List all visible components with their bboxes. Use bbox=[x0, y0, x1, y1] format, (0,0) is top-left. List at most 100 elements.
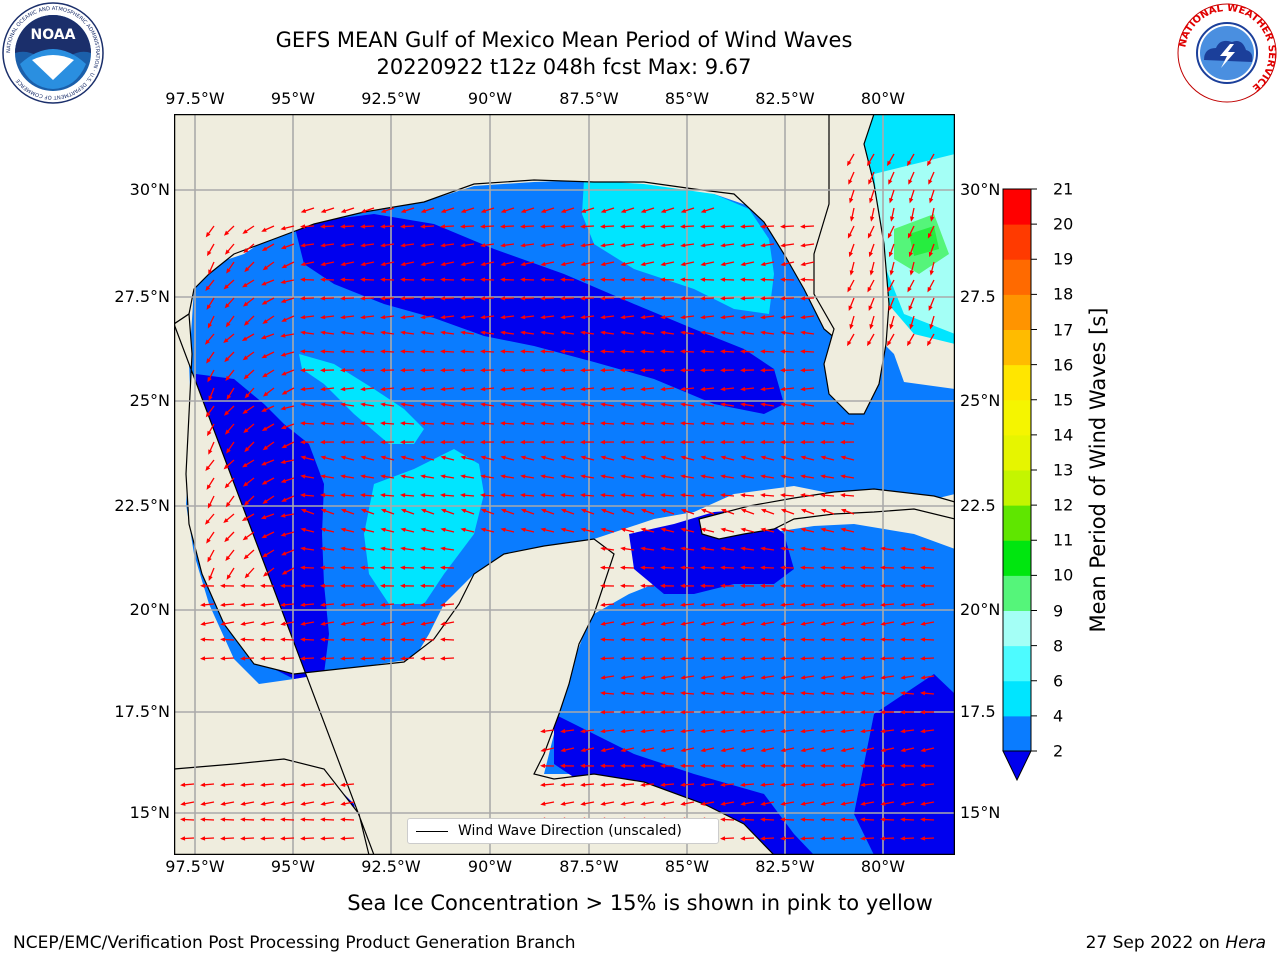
wave-direction-arrowhead bbox=[500, 421, 506, 426]
wave-direction-arrowhead bbox=[420, 277, 426, 282]
wave-direction-arrowhead bbox=[740, 763, 746, 769]
wave-direction-arrowhead bbox=[780, 439, 786, 445]
wave-direction-arrowhead bbox=[880, 817, 886, 822]
wave-direction-arrowhead bbox=[680, 261, 686, 267]
colorbar-segment bbox=[1003, 364, 1031, 401]
wave-direction-arrowhead bbox=[888, 251, 893, 258]
wave-direction-arrowhead bbox=[205, 519, 210, 525]
wave-direction-arrowhead bbox=[740, 368, 746, 373]
footer-credit: NCEP/EMC/Verification Post Processing Pr… bbox=[13, 933, 576, 953]
wave-direction-arrowhead bbox=[700, 763, 706, 769]
wave-direction-arrowhead bbox=[600, 728, 606, 734]
wave-direction-arrowhead bbox=[847, 160, 852, 167]
wave-direction-arrowhead bbox=[720, 656, 726, 661]
lon-tick-label: 80°W bbox=[860, 89, 906, 108]
wave-direction-arrowhead bbox=[907, 286, 912, 293]
colorbar-segment bbox=[1003, 434, 1031, 471]
wave-direction-arrowhead bbox=[760, 817, 766, 822]
wave-direction-arrowhead bbox=[740, 621, 746, 626]
wave-direction-arrowhead bbox=[223, 230, 230, 236]
wave-direction-arrowhead bbox=[580, 527, 586, 532]
wave-direction-arrowhead bbox=[640, 546, 646, 551]
wave-direction-arrowhead bbox=[360, 583, 366, 589]
wave-direction-arrowhead bbox=[640, 208, 647, 213]
wave-direction-arrowhead bbox=[640, 421, 646, 426]
wave-direction-arrowhead bbox=[860, 728, 866, 734]
wave-direction-arrowhead bbox=[840, 675, 846, 680]
wave-direction-arrowhead bbox=[700, 546, 706, 551]
wave-direction-arrowhead bbox=[700, 386, 706, 392]
wave-direction-arrowhead bbox=[380, 508, 387, 513]
wave-direction-arrowhead bbox=[840, 763, 846, 769]
wave-direction-arrowhead bbox=[820, 621, 826, 626]
wave-direction-arrowhead bbox=[720, 349, 726, 354]
wave-direction-arrowhead bbox=[920, 656, 926, 661]
wave-direction-arrowhead bbox=[500, 386, 506, 392]
wave-direction-arrowhead bbox=[780, 421, 786, 426]
wave-direction-arrowhead bbox=[780, 455, 786, 460]
wave-direction-arrowhead bbox=[720, 224, 726, 229]
wave-direction-arrowhead bbox=[760, 691, 766, 696]
wave-direction-arrowhead bbox=[780, 314, 786, 320]
wave-direction-arrowhead bbox=[740, 565, 746, 570]
wave-direction-arrowhead bbox=[340, 296, 346, 301]
colorbar-segment bbox=[1003, 224, 1031, 260]
wave-direction-arrowhead bbox=[760, 421, 766, 426]
wave-direction-arrowhead bbox=[320, 546, 326, 551]
wave-direction-arrowhead bbox=[800, 747, 806, 753]
wave-direction-arrowhead bbox=[300, 386, 306, 392]
wave-direction-arrowhead bbox=[640, 656, 646, 661]
wave-direction-arrowhead bbox=[800, 243, 806, 248]
wave-direction-arrowhead bbox=[240, 583, 246, 589]
wave-direction-arrowhead bbox=[242, 355, 249, 361]
wave-direction-arrowhead bbox=[900, 817, 906, 822]
wave-direction-arrowhead bbox=[740, 386, 746, 392]
wave-direction-arrowhead bbox=[207, 250, 212, 257]
wave-direction-arrowhead bbox=[300, 602, 306, 607]
wave-direction-arrowhead bbox=[927, 233, 933, 239]
wave-direction-arrowhead bbox=[460, 330, 466, 335]
wave-direction-arrowhead bbox=[680, 546, 686, 551]
wave-direction-arrowhead bbox=[300, 368, 306, 373]
wave-direction-arrowhead bbox=[600, 368, 606, 373]
wave-direction-arrowhead bbox=[600, 402, 606, 407]
wave-direction-arrowhead bbox=[900, 637, 906, 642]
wave-direction-arrowhead bbox=[600, 709, 606, 715]
wave-direction-arrowhead bbox=[480, 296, 486, 301]
wave-direction-arrowhead bbox=[300, 656, 306, 661]
wave-direction-arrowhead bbox=[720, 527, 726, 532]
wave-direction-arrowhead bbox=[241, 336, 248, 341]
wave-direction-arrowhead bbox=[620, 261, 626, 267]
wave-direction-arrowhead bbox=[660, 368, 666, 373]
wave-direction-arrowhead bbox=[208, 449, 213, 455]
wave-direction-arrowhead bbox=[223, 410, 230, 416]
wave-direction-arrowhead bbox=[860, 782, 866, 787]
wave-direction-arrowhead bbox=[380, 208, 387, 213]
wave-direction-arrowhead bbox=[220, 583, 226, 589]
wave-direction-arrowhead bbox=[480, 208, 487, 213]
wave-direction-arrowhead bbox=[800, 656, 806, 661]
wave-direction-arrowhead bbox=[660, 801, 666, 806]
wave-direction-arrowhead bbox=[740, 314, 746, 320]
wave-direction-arrowhead bbox=[780, 747, 786, 753]
wave-direction-arrowhead bbox=[440, 421, 446, 426]
wave-direction-arrowhead bbox=[640, 349, 646, 354]
wave-direction-arrowhead bbox=[847, 233, 853, 239]
wave-direction-arrowhead bbox=[400, 296, 406, 301]
wave-direction-arrowhead bbox=[480, 402, 486, 407]
svg-text:NOAA: NOAA bbox=[31, 27, 76, 43]
wave-direction-arrowhead bbox=[900, 763, 906, 769]
wave-direction-arrowhead bbox=[600, 691, 606, 696]
wave-direction-arrowhead bbox=[205, 231, 211, 238]
wave-direction-arrowhead bbox=[580, 402, 586, 407]
wave-direction-arrowhead bbox=[760, 747, 766, 753]
wave-direction-arrowhead bbox=[740, 691, 746, 696]
wave-direction-arrowhead bbox=[400, 224, 406, 229]
colorbar-tick-label: 17 bbox=[1053, 320, 1074, 339]
colorbar-tick-label: 8 bbox=[1053, 636, 1064, 656]
wave-direction-arrowhead bbox=[880, 583, 886, 589]
wave-direction-arrowhead bbox=[720, 243, 726, 248]
wave-direction-arrowhead bbox=[740, 243, 746, 248]
wave-direction-arrowhead bbox=[620, 583, 626, 589]
wave-direction-arrowhead bbox=[340, 243, 346, 248]
